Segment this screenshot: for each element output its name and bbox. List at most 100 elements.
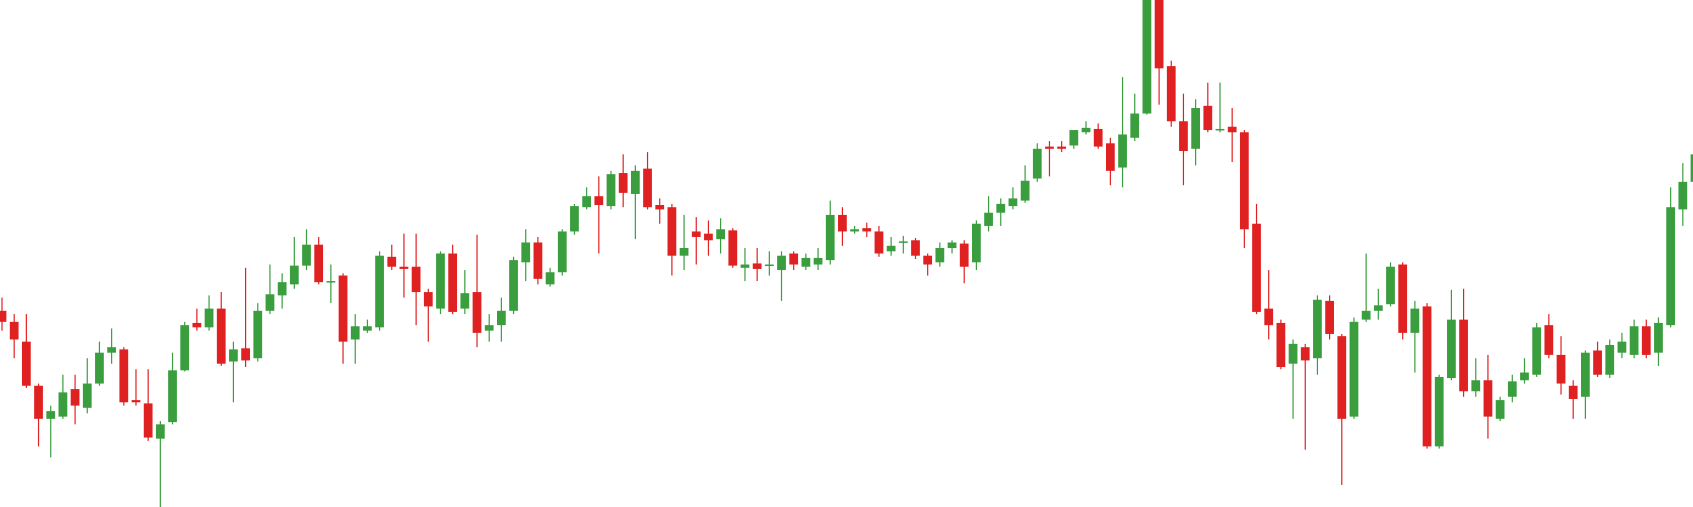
candle-body	[302, 244, 311, 266]
candle-body	[1325, 300, 1334, 334]
candle-body	[229, 349, 238, 362]
candle-body	[411, 266, 421, 293]
candle-body	[338, 275, 348, 342]
candle-body	[1349, 321, 1359, 417]
candle-body	[1069, 130, 1079, 146]
candle-body	[1300, 347, 1310, 361]
candle-body	[533, 242, 543, 279]
candle-body	[472, 292, 482, 333]
candle-body	[1568, 385, 1578, 399]
candle-body	[996, 203, 1006, 213]
candle-body	[375, 255, 384, 328]
candle-body	[618, 173, 628, 193]
candle-body	[594, 196, 604, 206]
candle-body	[168, 370, 177, 423]
candle-body	[1166, 66, 1176, 122]
candle-body	[34, 385, 43, 419]
candle-body	[1179, 121, 1188, 151]
candle-body	[777, 255, 786, 271]
candle-body	[496, 310, 506, 326]
candle-body	[1203, 105, 1213, 131]
candle-body	[1593, 350, 1602, 375]
candle-body	[801, 257, 811, 267]
candle-body	[874, 231, 884, 254]
candle-body	[1191, 108, 1201, 149]
candle-body	[1020, 180, 1030, 201]
candle-body	[70, 389, 80, 406]
candle-body	[448, 253, 458, 312]
candle-body	[180, 325, 190, 371]
candle-body	[764, 264, 774, 267]
candle-body	[1507, 381, 1517, 397]
candle-body	[1130, 113, 1140, 138]
candle-body	[21, 341, 31, 386]
candle-body	[557, 231, 567, 273]
candle-body	[363, 326, 372, 331]
candle-body	[1045, 146, 1054, 149]
candle-body	[1422, 306, 1432, 447]
candle-body	[1605, 344, 1615, 375]
candle-body	[655, 205, 665, 210]
candle-body	[606, 174, 616, 207]
candle-body	[1093, 128, 1103, 147]
candle-body	[1142, 0, 1152, 114]
candle-body	[1105, 143, 1115, 171]
candle-body	[58, 392, 68, 417]
candle-body	[1215, 128, 1225, 131]
candle-body	[1081, 127, 1091, 133]
candle-body	[350, 326, 360, 340]
candle-body	[813, 257, 823, 265]
candle-body	[716, 229, 725, 240]
candle-body	[728, 230, 738, 266]
candle-body	[484, 325, 494, 331]
candle-body	[0, 310, 7, 322]
candle-body	[155, 424, 165, 439]
candle-body	[1032, 148, 1042, 179]
candle-body	[143, 403, 153, 438]
candle-body	[1008, 198, 1018, 207]
candle-body	[838, 214, 847, 232]
candle-body	[1252, 223, 1261, 312]
candle-body	[131, 400, 141, 403]
candle-body	[265, 294, 275, 311]
candle-body	[1361, 310, 1371, 320]
candle-body	[1629, 326, 1639, 355]
candle-body	[119, 349, 129, 403]
candle-body	[1410, 308, 1420, 333]
candle-body	[752, 263, 762, 269]
candle-body	[326, 281, 336, 283]
candle-body	[984, 212, 993, 226]
candle-body	[1118, 134, 1127, 168]
candle-body	[1544, 325, 1554, 355]
candle-body	[204, 308, 214, 328]
candle-body	[1288, 343, 1298, 364]
candle-body	[1447, 319, 1456, 379]
candle-body	[460, 293, 470, 309]
candle-body	[1520, 372, 1529, 381]
candle-body	[691, 231, 701, 237]
candle-body	[1337, 336, 1347, 419]
candle-body	[947, 242, 957, 248]
candle-body	[898, 241, 908, 243]
candle-body	[1556, 354, 1566, 384]
candle-body	[935, 247, 945, 263]
candle-body	[423, 292, 433, 307]
candle-body	[192, 322, 202, 328]
candle-body	[1495, 400, 1505, 419]
candle-body	[704, 233, 713, 241]
candle-body	[107, 347, 117, 353]
candle-body	[9, 321, 19, 340]
candle-body	[1313, 299, 1322, 359]
candle-body	[1227, 126, 1237, 133]
candle-body	[1532, 327, 1542, 375]
candle-body	[509, 260, 518, 311]
candle-body	[314, 244, 324, 283]
candle-body	[1459, 319, 1468, 392]
candle-body	[399, 266, 409, 269]
candle-body	[521, 242, 531, 263]
candle-body	[1641, 326, 1651, 355]
candle-body	[789, 253, 799, 265]
candle-body	[545, 272, 555, 285]
candle-body	[95, 352, 104, 384]
